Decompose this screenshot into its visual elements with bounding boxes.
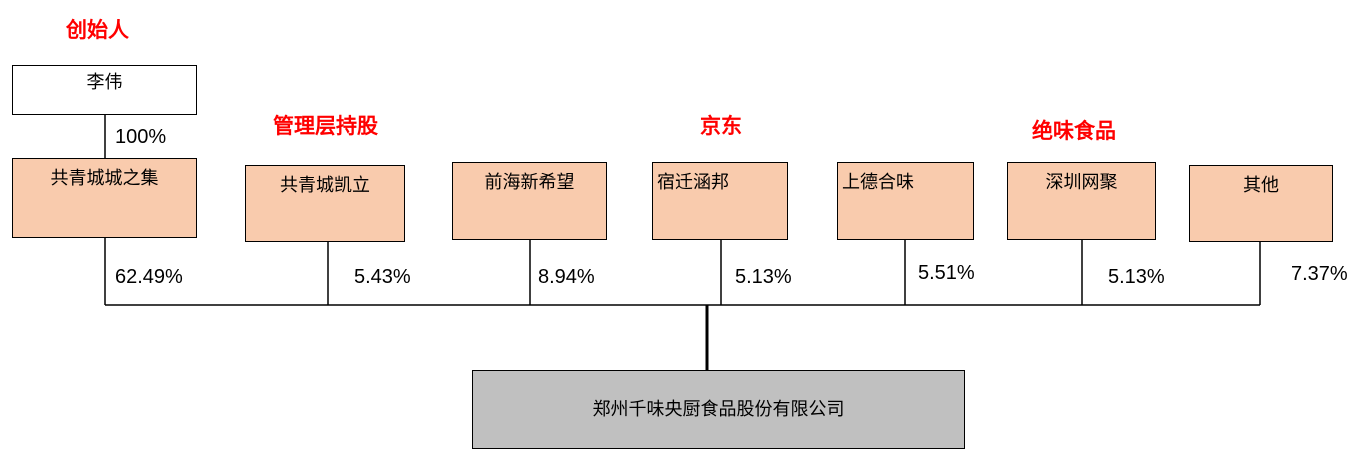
shareholder-percent: 5.51%: [918, 262, 975, 284]
category-management: 管理层持股: [273, 113, 378, 138]
shareholder-percent: 5.43%: [354, 266, 411, 288]
shareholder-box: 前海新希望: [452, 162, 607, 240]
category-jd: 京东: [700, 113, 742, 138]
shareholder-percent: 7.37%: [1291, 263, 1348, 285]
founder-name: 李伟: [86, 72, 123, 93]
shareholder-percent: 62.49%: [115, 266, 183, 288]
shareholder-name: 前海新希望: [484, 172, 575, 193]
shareholder-box: 深圳网聚: [1007, 162, 1156, 240]
shareholder-name: 共青城城之集: [50, 168, 159, 189]
shareholder-box: 其他: [1189, 165, 1333, 242]
category-founder: 创始人: [66, 17, 129, 42]
shareholder-name: 深圳网聚: [1045, 172, 1118, 193]
founder-percent: 100%: [115, 126, 167, 148]
category-juewei: 绝味食品: [1032, 118, 1116, 143]
founder-box: 李伟: [12, 65, 197, 115]
shareholder-name: 上德合味: [842, 172, 914, 193]
shareholder-box: 共青城凯立: [245, 165, 405, 242]
shareholder-percent: 5.13%: [735, 266, 792, 288]
shareholder-box: 宿迁涵邦: [652, 162, 788, 240]
shareholder-name: 其他: [1243, 175, 1279, 196]
company-name: 郑州千味央厨食品股份有限公司: [592, 398, 845, 420]
shareholder-percent: 8.94%: [538, 266, 595, 288]
shareholder-name: 共青城凯立: [280, 175, 370, 196]
shareholder-percent: 5.13%: [1108, 266, 1165, 288]
shareholder-name: 宿迁涵邦: [657, 172, 729, 193]
shareholder-box: 共青城城之集: [12, 158, 197, 238]
company-box: 郑州千味央厨食品股份有限公司: [472, 370, 965, 449]
shareholder-box: 上德合味: [837, 162, 974, 240]
